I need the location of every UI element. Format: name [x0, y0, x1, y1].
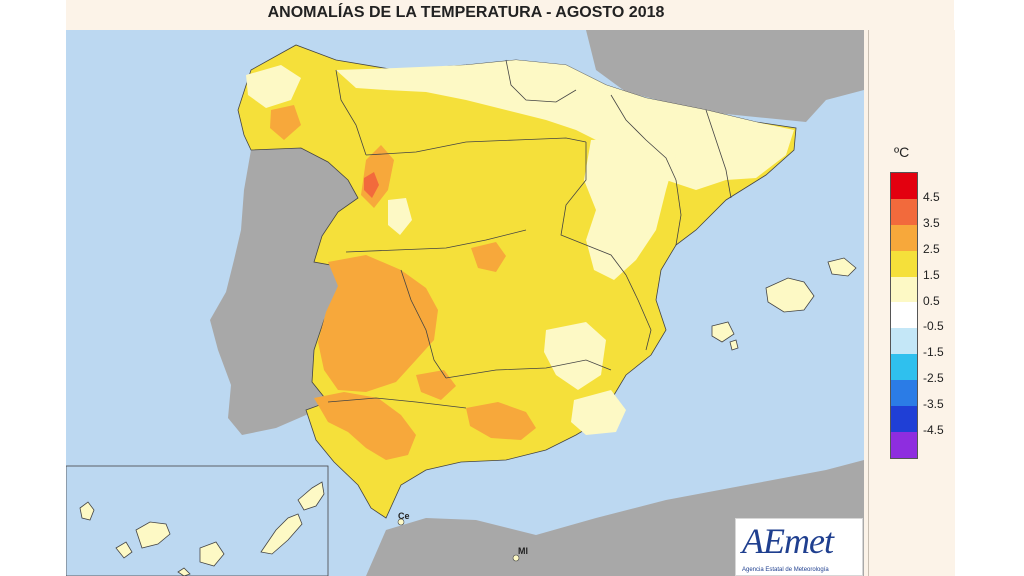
svg-text:Ce: Ce	[398, 511, 410, 521]
svg-text:Ml: Ml	[518, 546, 528, 556]
legend-tick-label: -1.5	[923, 345, 944, 360]
orange-anomaly-regions	[270, 105, 536, 460]
legend-swatch	[891, 354, 917, 381]
aemet-logo: AEmet Agencia Estatal de Meteorología	[735, 518, 863, 576]
legend-swatch	[891, 198, 917, 225]
legend-swatch	[891, 276, 917, 303]
ceuta-marker: Ce	[397, 511, 410, 526]
legend-swatch	[891, 224, 917, 251]
aemet-logo-subtitle: Agencia Estatal de Meteorología	[742, 567, 829, 573]
map-title: ANOMALÍAS DE LA TEMPERATURA - AGOSTO 201…	[267, 4, 665, 21]
legend-tick-label: -0.5	[923, 319, 944, 334]
canary-inset	[66, 465, 329, 576]
aemet-logo-text: AEmet	[742, 521, 834, 561]
legend-swatch	[891, 380, 917, 407]
light-anomaly-regions	[246, 60, 794, 435]
legend-swatch	[891, 328, 917, 355]
legend-color-scale	[890, 172, 918, 459]
legend-swatch	[891, 302, 917, 329]
melilla-marker: Ml	[512, 546, 528, 562]
legend-tick-label: 4.5	[923, 189, 940, 204]
legend-tick-label: 2.5	[923, 241, 940, 256]
legend-tick-label: 3.5	[923, 215, 940, 230]
legend-swatch	[891, 250, 917, 277]
regional-boundaries	[327, 59, 732, 409]
legend-tick-label: -4.5	[923, 423, 944, 437]
legend-tick-label: 0.5	[923, 293, 940, 308]
legend-tick-label: -2.5	[923, 371, 944, 386]
anomaly-map: Ce Ml	[66, 30, 864, 576]
red-anomaly-region	[364, 172, 379, 198]
legend-swatch	[891, 406, 917, 432]
portugal-land	[210, 148, 358, 435]
balearic-islands	[711, 257, 857, 351]
legend-swatch	[891, 431, 917, 458]
legend-swatch	[891, 173, 917, 199]
legend-panel: ºC 4.5 3.5 2.5 1.5 0.5 -0.5 -1.5 -2.5 -3.5 -4.5	[868, 30, 955, 576]
legend-tick-label: 1.5	[923, 267, 940, 282]
legend-tick-label: -3.5	[923, 397, 944, 412]
france-land	[586, 30, 864, 122]
legend-unit-label: ºC	[894, 144, 910, 160]
